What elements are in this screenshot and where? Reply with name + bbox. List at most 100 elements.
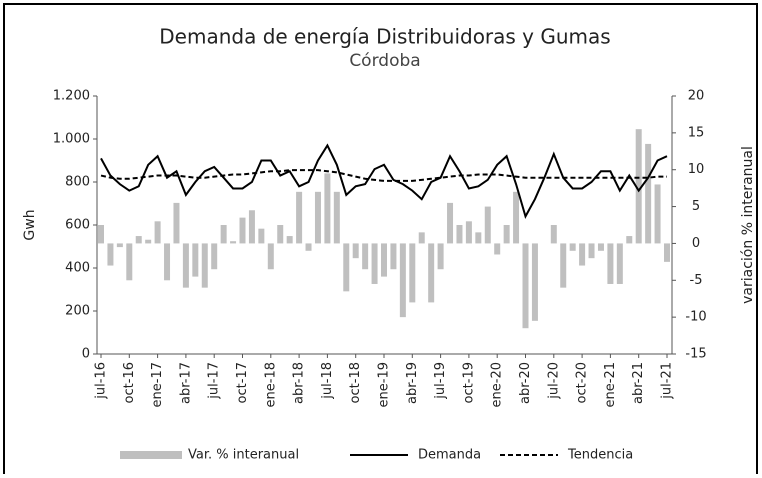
legend-swatch [120, 451, 182, 459]
bar [107, 243, 114, 266]
bar [371, 243, 378, 284]
bar [635, 129, 642, 244]
x-tick-label: jul-19 [433, 362, 448, 400]
bar [362, 243, 369, 270]
bar [607, 243, 614, 284]
x-tick-label: jul-21 [660, 362, 675, 400]
chart-title: Demanda de energía Distribuidoras y Guma… [159, 25, 610, 49]
y2-tick-label: -15 [685, 347, 706, 362]
bar [182, 243, 189, 288]
bar [531, 243, 538, 321]
bar [597, 243, 604, 251]
bar [381, 243, 387, 277]
y2-axis-label: variación % interanual [740, 146, 756, 304]
y2-tick-label: -10 [685, 310, 706, 325]
bar [230, 241, 237, 244]
bar [201, 243, 208, 288]
bar [116, 243, 123, 248]
bar [569, 243, 576, 251]
bar [494, 243, 501, 255]
x-tick-label: ene-20 [490, 362, 505, 407]
bar [305, 243, 312, 251]
bar [484, 206, 491, 244]
x-tick-label: oct-17 [235, 362, 250, 403]
bar [390, 243, 397, 270]
x-tick-label: oct-20 [575, 362, 590, 403]
legend-label: Tendencia [567, 448, 633, 463]
bar [626, 236, 633, 244]
bar [475, 232, 482, 244]
bar [267, 243, 274, 270]
bar [277, 225, 284, 244]
x-tick-label: jul-17 [207, 362, 222, 400]
x-tick-label: abr-21 [631, 362, 646, 404]
bar [352, 243, 359, 259]
y2-tick-label: 15 [688, 125, 705, 140]
bar [550, 225, 557, 244]
bar [437, 243, 444, 270]
bar [211, 243, 218, 270]
bar [343, 243, 350, 292]
bar [248, 210, 255, 244]
legend-label: Var. % interanual [188, 448, 299, 463]
bar [522, 243, 529, 329]
demand-line [100, 143, 668, 219]
bar [126, 243, 133, 281]
y-tick-label: 400 [65, 261, 90, 276]
bar [173, 202, 180, 244]
frame [3, 3, 758, 478]
y2-tick-label: -5 [690, 273, 703, 288]
x-tick-label: abr-18 [292, 362, 307, 404]
trend-line [100, 169, 667, 182]
y2-tick-label: 5 [692, 199, 700, 214]
bar [418, 232, 425, 244]
bar [145, 239, 152, 244]
y-tick-label: 1.200 [53, 89, 90, 104]
y2-tick-label: 0 [692, 236, 700, 251]
bar [333, 191, 340, 244]
x-tick-label: jul-20 [546, 362, 561, 400]
y2-tick-label: 10 [688, 162, 705, 177]
bar [428, 243, 435, 303]
x-tick-label: ene-19 [377, 362, 392, 407]
bar [258, 228, 265, 244]
bar [192, 243, 199, 277]
bar [503, 225, 510, 244]
bar [324, 173, 331, 244]
chart-subtitle: Córdoba [349, 51, 420, 71]
x-tick-label: jul-16 [94, 362, 109, 400]
bar [588, 243, 595, 259]
bar [239, 217, 246, 244]
x-tick-label: abr-20 [518, 362, 533, 404]
bar [286, 236, 293, 244]
x-tick-label: oct-19 [461, 362, 476, 403]
x-tick-label: ene-17 [150, 362, 165, 407]
bar [98, 225, 104, 244]
y2-tick-label: 20 [688, 89, 705, 104]
y-tick-label: 200 [65, 304, 90, 319]
bar [399, 243, 406, 318]
x-tick-label: ene-18 [263, 362, 278, 407]
bar [654, 184, 661, 244]
bar [560, 243, 567, 288]
y-axis-label: Gwh [22, 209, 38, 240]
bar [296, 191, 303, 244]
bar [135, 236, 142, 244]
bar [314, 191, 321, 244]
bar [164, 243, 171, 281]
x-tick-label: ene-21 [603, 362, 618, 407]
bar [513, 191, 520, 244]
x-tick-label: oct-18 [348, 362, 363, 403]
bar [645, 143, 652, 244]
bar [579, 243, 586, 266]
y-tick-label: 0 [82, 347, 90, 362]
legend-label: Demanda [418, 448, 481, 463]
bar [220, 225, 227, 244]
bar [409, 243, 416, 303]
x-tick-label: oct-16 [122, 362, 137, 403]
x-tick-label: abr-17 [178, 362, 193, 404]
bar [154, 221, 161, 244]
bar [447, 202, 454, 244]
y-tick-label: 800 [65, 175, 90, 190]
